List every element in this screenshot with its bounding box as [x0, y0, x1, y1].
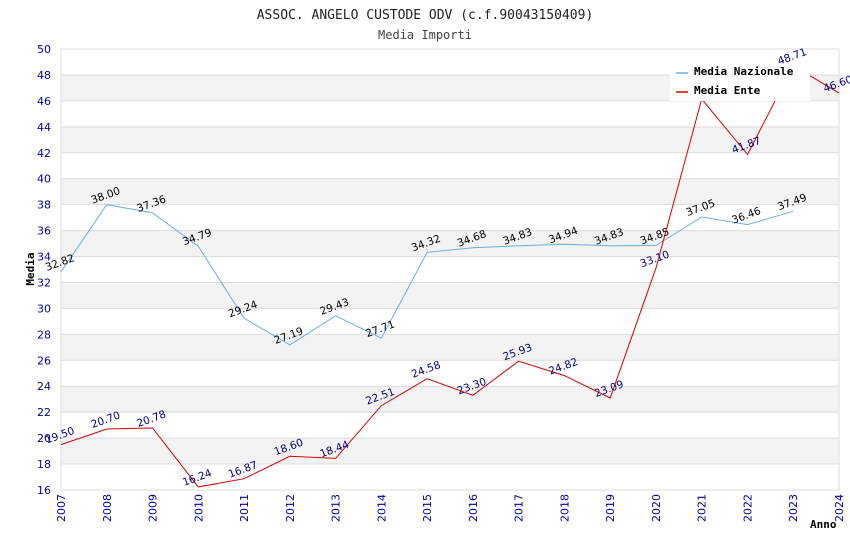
data-label: 36.46 — [730, 205, 763, 227]
legend-box — [670, 61, 810, 101]
x-tick-label: 2021 — [696, 494, 709, 522]
line-media-ente — [60, 64, 840, 488]
y-tick-label: 32 — [37, 276, 51, 289]
x-tick-label: 2024 — [833, 494, 846, 522]
grid-band — [61, 126, 839, 153]
y-tick-label: 36 — [37, 225, 51, 238]
y-tick-labels: 16 18 20 22 24 26 28 30 32 34 36 38 40 42 44 46 48 50 — [37, 43, 51, 497]
x-tick-labels: 2007 2008 2009 2010 2011 2012 2013 2014 2015 2016… — [55, 494, 846, 522]
y-tick-label: 20 — [37, 432, 51, 445]
legend-label-ente: Media Ente — [694, 84, 761, 97]
x-tick-label: 2016 — [467, 494, 480, 522]
grid-band — [61, 230, 839, 257]
y-tick-label: 18 — [37, 458, 51, 471]
grid-band — [61, 334, 839, 361]
y-tick-label: 50 — [37, 43, 51, 56]
y-tick-label: 48 — [37, 69, 51, 82]
y-axis-label: Media — [24, 252, 37, 285]
x-tick-label: 2008 — [101, 494, 114, 522]
x-tick-label: 2019 — [604, 494, 617, 522]
x-tick-label: 2009 — [147, 494, 160, 522]
legend-label-nazionale: Media Nazionale — [694, 65, 794, 78]
grid-bands — [61, 74, 839, 465]
x-tick-label: 2022 — [741, 494, 754, 522]
x-tick-label: 2010 — [192, 494, 205, 522]
y-tick-label: 34 — [37, 251, 51, 264]
y-tick-label: 22 — [37, 406, 51, 419]
x-tick-label: 2017 — [513, 494, 526, 522]
y-tick-label: 24 — [37, 380, 51, 393]
x-tick-label: 2007 — [55, 494, 68, 522]
x-tick-label: 2012 — [284, 494, 297, 522]
x-tick-label: 2020 — [650, 494, 663, 522]
x-tick-label: 2011 — [238, 494, 251, 522]
line-media-nazionale — [60, 204, 794, 346]
grid-band — [61, 282, 839, 309]
y-tick-label: 28 — [37, 328, 51, 341]
series-lines — [60, 64, 840, 488]
y-tick-label: 40 — [37, 173, 51, 186]
x-axis-label: Anno — [810, 518, 837, 531]
x-tick-label: 2015 — [421, 494, 434, 522]
x-tick-label: 2013 — [330, 494, 343, 522]
grid-band — [61, 178, 839, 205]
x-tick-label: 2023 — [787, 494, 800, 522]
y-tick-label: 46 — [37, 95, 51, 108]
y-tick-label: 38 — [37, 199, 51, 212]
y-tick-label: 42 — [37, 147, 51, 160]
chart-title: ASSOC. ANGELO CUSTODE ODV (c.f.900431504… — [257, 8, 594, 23]
grid-band — [61, 438, 839, 465]
y-tick-label: 16 — [37, 484, 51, 497]
y-tick-label: 44 — [37, 121, 51, 134]
grid-lines — [60, 48, 840, 491]
x-tick-label: 2014 — [375, 494, 388, 522]
x-tick-label: 2018 — [558, 494, 571, 522]
data-label: 24.58 — [410, 359, 442, 381]
y-tick-label: 30 — [37, 302, 51, 315]
grid-band — [61, 386, 839, 413]
y-tick-label: 26 — [37, 354, 51, 367]
legend: Media Nazionale Media Ente — [670, 61, 810, 101]
chart-subtitle: Media Importi — [378, 28, 472, 42]
